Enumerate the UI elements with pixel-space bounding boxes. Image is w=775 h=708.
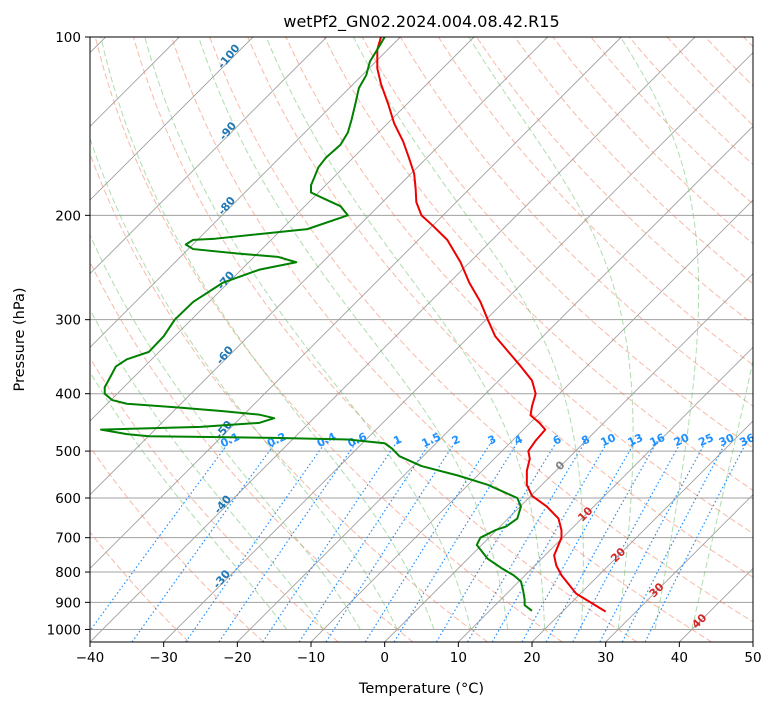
moist-adiabat — [198, 37, 509, 630]
y-tick-label: 700 — [55, 531, 81, 547]
mixing-ratio-line — [262, 440, 399, 642]
moist-adiabat — [265, 37, 546, 630]
mixing-ratio-label: 13 — [626, 431, 645, 449]
dry-adiabat — [438, 37, 753, 366]
x-tick-label: 40 — [671, 650, 688, 666]
x-tick-label: 20 — [523, 650, 540, 666]
mixing-ratio-label: 16 — [648, 431, 668, 449]
mixing-ratio-line — [521, 440, 637, 642]
mixing-ratio-line — [545, 440, 659, 642]
dry-adiabat — [90, 531, 190, 642]
dry-adiabat — [209, 37, 753, 623]
moist-adiabat — [90, 136, 398, 630]
moist-adiabats — [90, 37, 753, 630]
dry-adiabat — [285, 37, 753, 535]
moist-adiabat — [90, 233, 361, 630]
mixing-ratio-line — [90, 440, 231, 632]
isotherm-gridline — [531, 420, 753, 642]
dry-adiabat — [171, 37, 713, 642]
moist-adiabat — [353, 37, 584, 630]
isotherm-gridline — [605, 494, 753, 642]
temperature-profile — [376, 37, 607, 613]
isotherm-gridline — [384, 273, 753, 642]
dry-adiabat — [361, 37, 753, 449]
y-axis-label: Pressure (hPa) — [12, 287, 28, 391]
dry-adiabat — [247, 37, 753, 578]
y-tick-label: 600 — [55, 491, 81, 507]
isotherm-gridline — [163, 52, 753, 642]
y-tick-label: 300 — [55, 313, 81, 329]
mixing-ratio-line — [131, 440, 278, 642]
moist-adiabat — [468, 37, 634, 630]
dry-adiabat — [514, 37, 753, 285]
plot-frame — [89, 36, 754, 643]
dry-adiabat — [94, 37, 563, 642]
x-tick-label: 50 — [744, 650, 761, 666]
mixing-ratio-line — [364, 440, 493, 642]
dry-adiabat — [90, 260, 414, 642]
x-tick-label: −10 — [297, 650, 326, 666]
isotherm-gridline — [90, 37, 475, 422]
moist-adiabat — [691, 358, 753, 630]
x-tick-label: −20 — [223, 650, 252, 666]
x-tick-label: 0 — [380, 650, 389, 666]
moist-adiabat — [90, 371, 288, 630]
isotherm-gridline — [90, 37, 254, 201]
mixing-ratio-label: 25 — [696, 431, 715, 449]
moist-adiabat — [620, 37, 700, 630]
grid-layer — [90, 37, 753, 642]
mixing-ratio-line — [325, 440, 457, 642]
mixing-ratio-label: 20 — [672, 431, 692, 449]
dry-adiabat — [90, 152, 488, 642]
dry-adiabat — [399, 37, 753, 407]
y-tick-label: 500 — [55, 444, 81, 460]
x-axis-label: Temperature (°C) — [358, 681, 484, 697]
isotherm-gridline — [90, 37, 622, 569]
isotherm-gridline — [90, 37, 327, 275]
mixing-ratio-line — [185, 440, 328, 642]
y-tick-label: 800 — [55, 565, 81, 581]
isotherm-gridline — [90, 37, 696, 642]
mixing-ratio-line — [466, 440, 587, 642]
dry-adiabat — [132, 37, 638, 642]
x-tick-label: −30 — [149, 650, 178, 666]
dry-adiabat — [90, 446, 264, 642]
isotherm-gridline — [90, 37, 548, 496]
x-tick-label: 30 — [597, 650, 614, 666]
chart-title: wetPf2_GN02.2024.004.08.42.R15 — [283, 12, 559, 32]
mixing-ratio-label: 30 — [717, 431, 737, 449]
mixing-ratio-line — [218, 440, 358, 642]
mixing-ratio-line — [644, 440, 748, 642]
mixing-ratio-line — [572, 440, 683, 642]
mixing-ratio-label: 36 — [737, 431, 757, 449]
dewpoint-profile — [100, 37, 533, 612]
dry-adiabat — [90, 356, 339, 642]
y-tick-label: 200 — [55, 208, 81, 224]
y-tick-label: 400 — [55, 387, 81, 403]
x-axis-ticks: −40 −30 −20 −10 0 10 20 30 40 50 — [76, 642, 762, 666]
isotherm-gridline — [237, 125, 753, 642]
y-tick-label: 1000 — [47, 622, 81, 638]
x-tick-label: −40 — [76, 650, 105, 666]
mixing-ratio-line — [393, 440, 520, 642]
moist-adiabat — [100, 37, 435, 630]
mixing-ratio-label: 10 — [598, 431, 618, 449]
x-tick-label: 10 — [450, 650, 467, 666]
sounding-profiles — [100, 37, 607, 613]
y-tick-label: 900 — [55, 595, 81, 611]
dry-adiabats — [90, 37, 753, 642]
mixing-ratio-line — [298, 440, 432, 642]
y-axis-ticks: 100 200 300 400 500 600 700 800 900 1000 — [47, 30, 90, 638]
isotherm-gridline — [90, 37, 401, 348]
y-tick-label: 100 — [55, 30, 81, 46]
